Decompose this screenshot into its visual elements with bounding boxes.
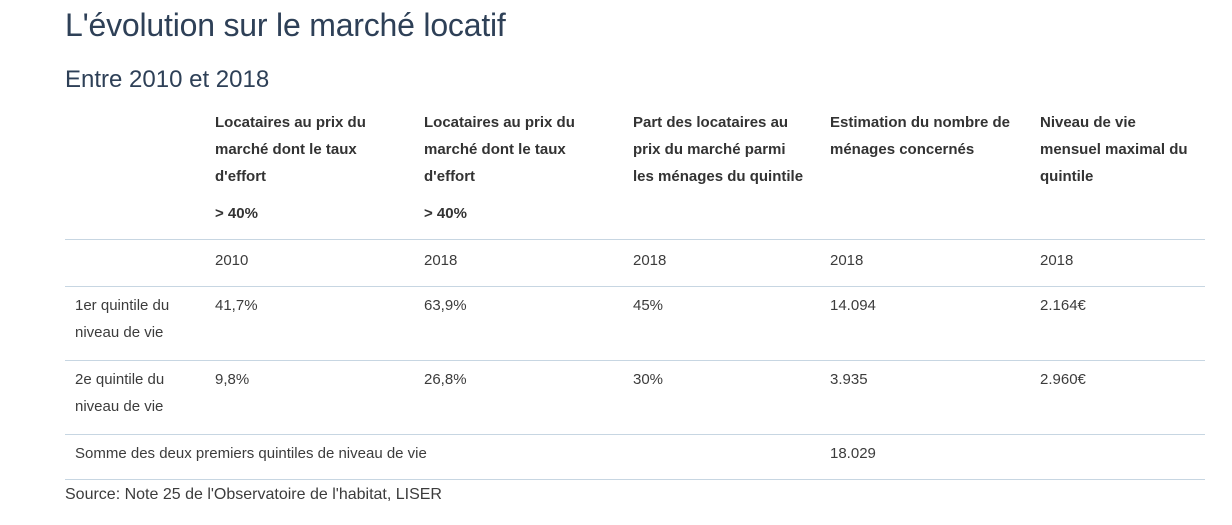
table-cell: 14.094: [820, 286, 1030, 361]
header-cell-effort-2010: Locataires au prix du marché dont le tau…: [205, 104, 414, 240]
table-cell: 2.960€: [1030, 360, 1205, 435]
row-label: 2e quintile du niveau de vie: [65, 360, 205, 435]
table-cell: 26,8%: [414, 360, 623, 435]
table-cell: 2018: [623, 239, 820, 287]
table-cell: [65, 239, 205, 287]
header-cell-households: Estimation du nombre de ménages concerné…: [820, 104, 1030, 240]
table-cell: 2018: [1030, 239, 1205, 287]
sum-value: 18.029: [820, 434, 1030, 480]
table-cell: 2018: [414, 239, 623, 287]
table-row: 1er quintile du niveau de vie 41,7% 63,9…: [65, 286, 1205, 361]
page-title: L'évolution sur le marché locatif: [65, 7, 506, 43]
header-label: Estimation du nombre de ménages concerné…: [830, 114, 1011, 158]
table-header-row: Locataires au prix du marché dont le tau…: [65, 104, 1205, 240]
table-row: 2e quintile du niveau de vie 9,8% 26,8% …: [65, 360, 1205, 435]
table-cell: 3.935: [820, 360, 1030, 435]
header-label: Locataires au prix du marché dont le tau…: [215, 114, 366, 185]
table-cell: 45%: [623, 286, 820, 361]
header-label: Part des locataires au prix du marché pa…: [633, 114, 804, 185]
table-cell: 30%: [623, 360, 820, 435]
table-cell-empty: [1030, 434, 1205, 480]
header-label: Locataires au prix du marché dont le tau…: [424, 114, 575, 185]
header-threshold: > 40%: [424, 205, 467, 222]
year-row: 2010 2018 2018 2018 2018: [65, 239, 1205, 287]
header-threshold: > 40%: [215, 205, 258, 222]
table-cell: 2010: [205, 239, 414, 287]
header-cell-effort-2018: Locataires au prix du marché dont le tau…: [414, 104, 623, 240]
page-subtitle: Entre 2010 et 2018: [65, 66, 270, 93]
header-cell-living-standard: Niveau de vie mensuel maximal du quintil…: [1030, 104, 1205, 240]
header-cell-share: Part des locataires au prix du marché pa…: [623, 104, 820, 240]
source-note: Source: Note 25 de l'Observatoire de l'h…: [65, 486, 442, 503]
rental-market-table: Locataires au prix du marché dont le tau…: [65, 104, 1205, 480]
table-cell: 41,7%: [205, 286, 414, 361]
table-cell: 2018: [820, 239, 1030, 287]
sum-label: Somme des deux premiers quintiles de niv…: [65, 434, 820, 480]
row-label: 1er quintile du niveau de vie: [65, 286, 205, 361]
table-cell: 63,9%: [414, 286, 623, 361]
sum-row: Somme des deux premiers quintiles de niv…: [65, 434, 1205, 480]
header-label: Niveau de vie mensuel maximal du quintil…: [1040, 114, 1188, 185]
header-cell-empty: [65, 104, 205, 240]
table-cell: 2.164€: [1030, 286, 1205, 361]
table-cell: 9,8%: [205, 360, 414, 435]
